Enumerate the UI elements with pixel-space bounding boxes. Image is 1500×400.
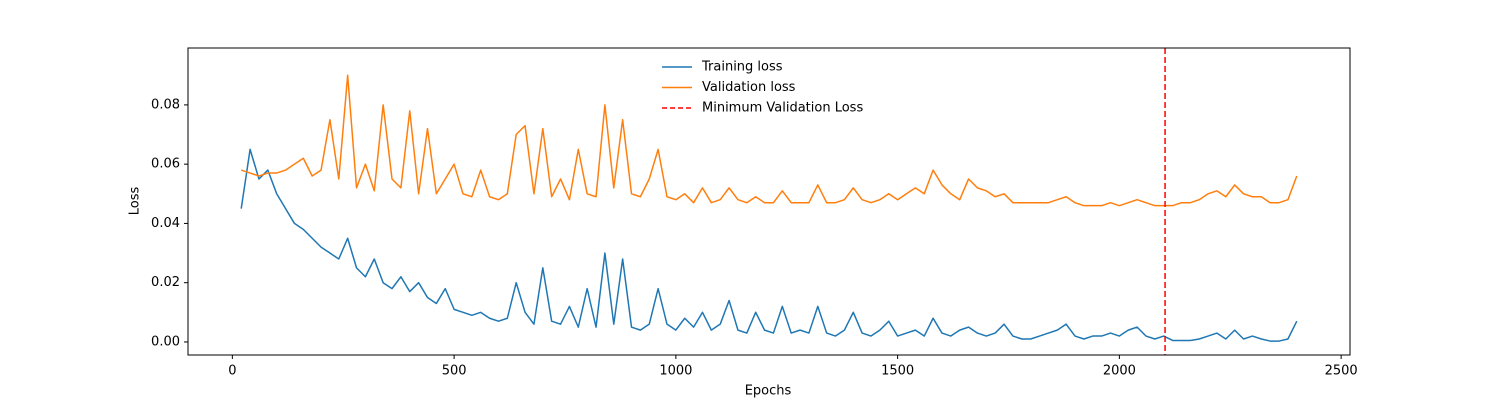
x-axis-label: Epochs [745, 384, 792, 399]
x-tick-label: 2000 [1103, 364, 1136, 379]
x-tick-label: 1500 [881, 364, 914, 379]
y-tick-label: 0.00 [151, 334, 180, 349]
y-tick-label: 0.04 [151, 216, 180, 231]
y-tick-label: 0.02 [151, 275, 180, 290]
x-tick-label: 1000 [659, 364, 692, 379]
legend-label: Validation loss [702, 80, 796, 95]
plot-frame [187, 47, 1351, 356]
y-tick-label: 0.08 [151, 97, 180, 112]
y-axis-label: Loss [128, 187, 143, 216]
line-series [240, 74, 1298, 207]
legend-label: Minimum Validation Loss [702, 101, 863, 116]
line-series [240, 148, 1298, 342]
x-tick-label: 2500 [1325, 364, 1358, 379]
y-tick-label: 0.06 [151, 157, 180, 172]
legend-label: Training loss [701, 60, 783, 75]
x-tick-label: 500 [442, 364, 467, 379]
x-tick-label: 0 [228, 364, 236, 379]
